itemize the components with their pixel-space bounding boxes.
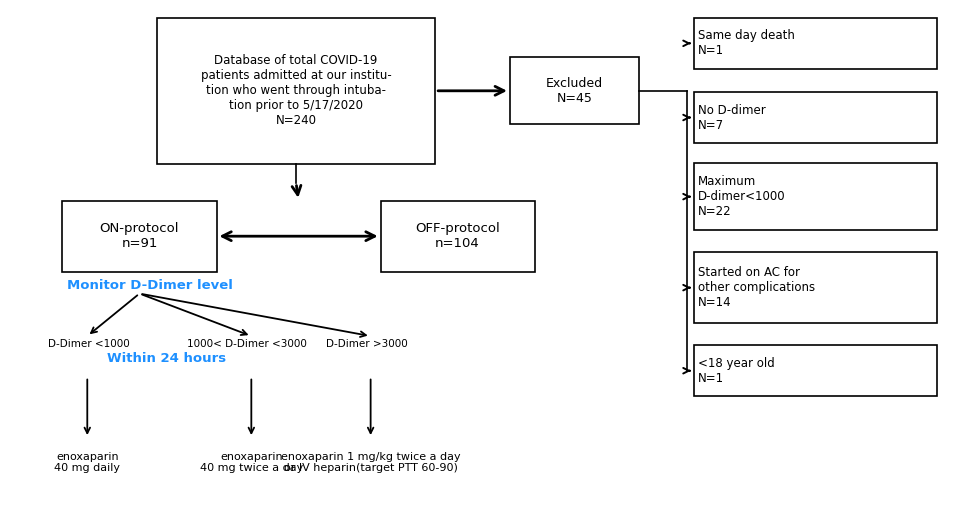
Text: D-Dimer <1000: D-Dimer <1000 bbox=[48, 339, 129, 349]
Bar bbox=[694, 18, 937, 69]
Text: Same day death
N=1: Same day death N=1 bbox=[698, 29, 794, 57]
Bar bbox=[694, 252, 937, 323]
Text: Database of total COVID-19
patients admitted at our institu-
tion who went throu: Database of total COVID-19 patients admi… bbox=[201, 54, 391, 128]
Text: enoxaparin 1 mg/kg twice a day
or IV heparin(target PTT 60-90): enoxaparin 1 mg/kg twice a day or IV hep… bbox=[280, 452, 460, 473]
Bar bbox=[157, 18, 435, 164]
Text: ON-protocol
n=91: ON-protocol n=91 bbox=[100, 222, 179, 250]
Bar bbox=[62, 201, 216, 272]
Text: OFF-protocol
n=104: OFF-protocol n=104 bbox=[415, 222, 500, 250]
Bar bbox=[694, 345, 937, 396]
Bar bbox=[694, 92, 937, 143]
Text: D-Dimer >3000: D-Dimer >3000 bbox=[326, 339, 408, 349]
Bar bbox=[694, 163, 937, 230]
Text: Started on AC for
other complications
N=14: Started on AC for other complications N=… bbox=[698, 266, 814, 309]
Bar bbox=[510, 57, 639, 124]
Text: Monitor D-Dimer level: Monitor D-Dimer level bbox=[67, 279, 234, 292]
Text: enoxaparin
40 mg twice a day: enoxaparin 40 mg twice a day bbox=[200, 452, 303, 473]
Text: 1000< D-Dimer <3000: 1000< D-Dimer <3000 bbox=[187, 339, 306, 349]
Text: Excluded
N=45: Excluded N=45 bbox=[545, 77, 603, 105]
Bar bbox=[381, 201, 535, 272]
Text: Within 24 hours: Within 24 hours bbox=[107, 353, 227, 365]
Text: enoxaparin
40 mg daily: enoxaparin 40 mg daily bbox=[55, 452, 121, 473]
Text: No D-dimer
N=7: No D-dimer N=7 bbox=[698, 104, 766, 132]
Text: Maximum
D-dimer<1000
N=22: Maximum D-dimer<1000 N=22 bbox=[698, 175, 786, 218]
Text: <18 year old
N=1: <18 year old N=1 bbox=[698, 357, 774, 385]
